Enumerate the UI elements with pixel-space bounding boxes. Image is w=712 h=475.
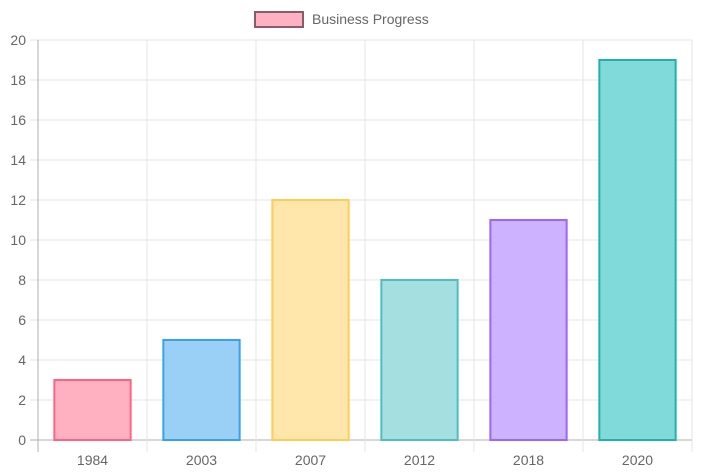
legend-swatch — [254, 11, 304, 28]
bar-2018[interactable] — [489, 219, 568, 441]
x-tick-label: 1984 — [77, 452, 108, 468]
y-tick-label: 4 — [18, 352, 26, 368]
y-tick-label: 16 — [10, 112, 26, 128]
y-tick-label: 2 — [18, 392, 26, 408]
y-tick-label: 12 — [10, 192, 26, 208]
y-tick-label: 8 — [18, 272, 26, 288]
bars — [53, 59, 677, 441]
x-tick-label: 2012 — [404, 452, 435, 468]
grid — [30, 39, 693, 452]
y-tick-label: 10 — [10, 232, 26, 248]
x-axis-ticks: 1984 2003 2007 2012 2018 2020 — [77, 452, 653, 468]
legend[interactable]: Business Progress — [254, 11, 429, 28]
x-tick-label: 2020 — [622, 452, 653, 468]
y-axis-ticks: 0 2 4 6 8 10 12 14 16 18 20 — [10, 32, 26, 448]
x-tick-label: 2018 — [513, 452, 544, 468]
y-tick-label: 20 — [10, 32, 26, 48]
bar-2007[interactable] — [271, 199, 350, 441]
x-tick-label: 2007 — [295, 452, 326, 468]
y-tick-label: 18 — [10, 72, 26, 88]
bar-2003[interactable] — [162, 339, 241, 441]
y-tick-label: 0 — [18, 432, 26, 448]
bar-2020[interactable] — [598, 59, 677, 441]
y-tick-label: 6 — [18, 312, 26, 328]
x-tick-label: 2003 — [186, 452, 217, 468]
bar-1984[interactable] — [53, 379, 132, 441]
y-tick-label: 14 — [10, 152, 26, 168]
legend-label: Business Progress — [312, 11, 429, 27]
bar-2012[interactable] — [380, 279, 459, 441]
